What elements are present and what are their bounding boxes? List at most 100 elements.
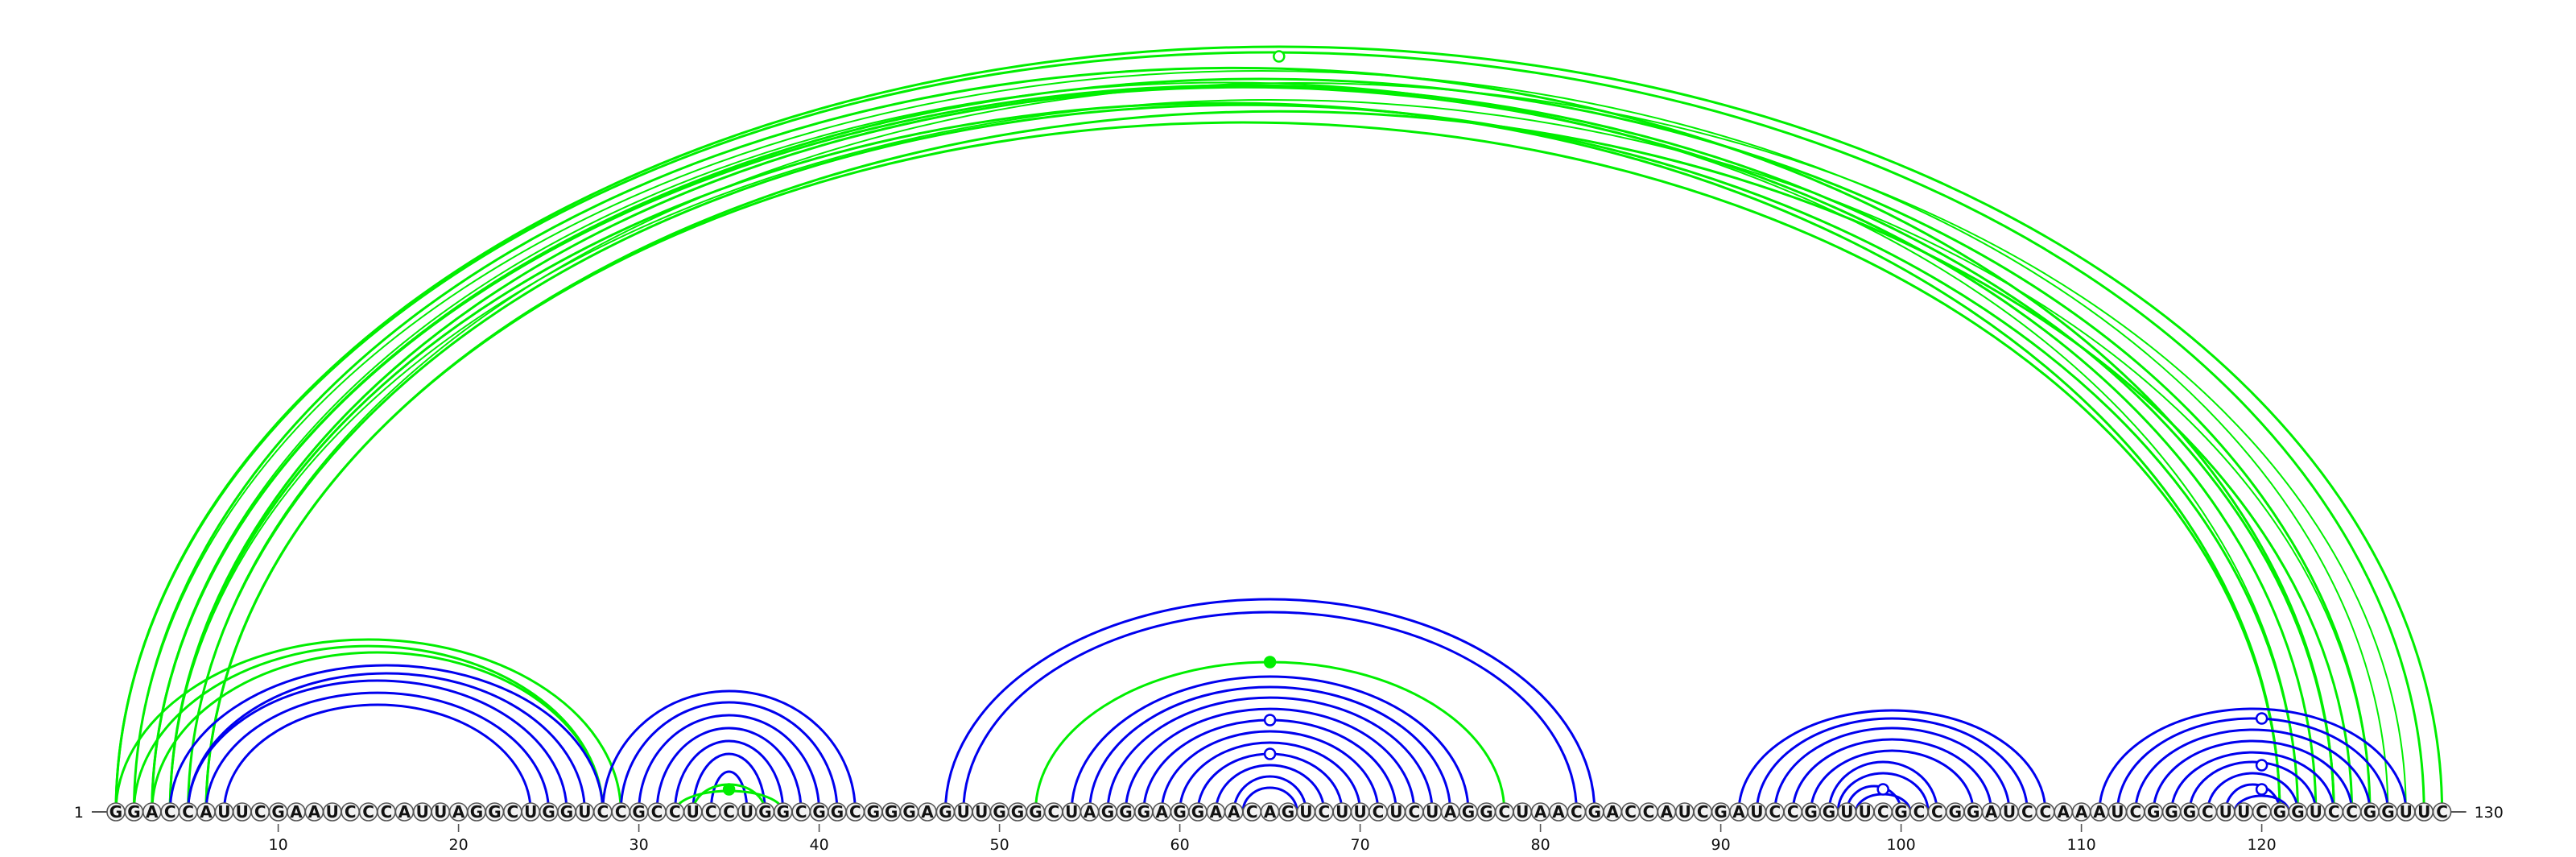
- nucleotide: G: [899, 802, 919, 822]
- nucleotide: C: [719, 802, 739, 822]
- nucleotide: C: [1405, 802, 1424, 822]
- nucleotide-letter: C: [2021, 802, 2033, 822]
- nucleotide-letter: C: [795, 802, 807, 822]
- nucleotide: U: [575, 802, 595, 822]
- nucleotide-letter: G: [1137, 802, 1150, 822]
- nucleotide-letter: G: [2381, 802, 2394, 822]
- nucleotide: G: [989, 802, 1009, 822]
- nucleotide-letter: C: [2346, 802, 2358, 822]
- hairpin-arc-blue: [1773, 727, 2011, 813]
- nucleotide-letter: C: [1787, 802, 1799, 822]
- start-position-label: 1: [74, 804, 84, 822]
- nucleotide-letter: G: [885, 802, 898, 822]
- helix-arc-blue: [187, 672, 586, 813]
- hairpin-arc-blue: [619, 701, 839, 813]
- local-arcs: [114, 598, 2408, 813]
- nucleotide: C: [1495, 802, 1514, 822]
- central-arc-blue: [1179, 741, 1362, 813]
- nucleotide: G: [2161, 802, 2182, 822]
- nucleotide: C: [2198, 802, 2218, 822]
- nucleotide: C: [845, 802, 865, 822]
- nucleotide-letter: G: [2165, 802, 2178, 822]
- hairpin-arc-blue: [1737, 709, 2047, 813]
- open-arc-marker: [2255, 712, 2268, 725]
- nucleotide: A: [2054, 802, 2073, 822]
- helix-arc-blue: [222, 703, 532, 813]
- nucleotide-letter: U: [2219, 802, 2232, 822]
- nucleotide: U: [1296, 802, 1316, 822]
- tick-label: 110: [2066, 836, 2095, 854]
- nucleotide-letter: C: [1373, 802, 1385, 822]
- nucleotide: A: [1729, 802, 1748, 822]
- nucleotide: G: [557, 802, 576, 822]
- nucleotide-letter: G: [271, 802, 284, 822]
- nucleotide-letter: C: [381, 802, 393, 822]
- nucleotide-letter: G: [2147, 802, 2160, 822]
- nucleotide: U: [2234, 802, 2253, 822]
- nucleotide-letter: C: [1498, 802, 1510, 822]
- nucleotide-letter: U: [578, 802, 591, 822]
- long-range-arc: [151, 77, 2372, 813]
- nucleotide-letter: C: [2039, 802, 2051, 822]
- nucleotide-letter: A: [1661, 802, 1674, 822]
- nucleotide-letter: C: [1877, 802, 1889, 822]
- hairpin-arc-blue: [1755, 717, 2029, 813]
- helix-arc-blue: [187, 679, 568, 813]
- nucleotide: A: [304, 802, 324, 822]
- nucleotide: G: [1188, 802, 1208, 822]
- nucleotide: A: [287, 802, 306, 822]
- nucleotide: U: [1513, 802, 1532, 822]
- tick-label: 80: [1531, 836, 1550, 854]
- nucleotide: G: [881, 802, 901, 822]
- long-range-arc: [187, 103, 2299, 813]
- tick-label: 20: [449, 836, 469, 854]
- nucleotide: A: [1224, 802, 1244, 822]
- nucleotide-letter: A: [200, 802, 213, 822]
- helix-arc-green: [151, 651, 605, 813]
- nucleotide-letter: C: [1769, 802, 1781, 822]
- nucleotide-letter: U: [1840, 802, 1853, 822]
- nucleotide-letter: U: [1859, 802, 1872, 822]
- filled-arc-marker: [1263, 656, 1277, 669]
- nucleotide-letter: G: [1714, 802, 1727, 822]
- nucleotide-letter: A: [1264, 802, 1277, 822]
- nucleotide-letter: U: [1065, 802, 1078, 822]
- long-range-arc: [133, 70, 2389, 813]
- central-arc-blue: [1160, 730, 1380, 813]
- nucleotide-letter: U: [524, 802, 537, 822]
- nucleotide-letter: C: [1643, 802, 1655, 822]
- nucleotide: A: [1530, 802, 1550, 822]
- hairpin-arc-blue: [2170, 751, 2335, 813]
- nucleotide-letter: G: [1282, 802, 1294, 822]
- nucleotide-letter: C: [723, 802, 735, 822]
- tick-label: 120: [2247, 836, 2276, 854]
- nucleotide: G: [2180, 802, 2199, 822]
- nucleotide-letter: A: [146, 802, 159, 822]
- nucleotide-letter: A: [290, 802, 303, 822]
- nucleotide: A: [1206, 802, 1226, 822]
- nucleotide: C: [1873, 802, 1893, 822]
- central-arc-blue: [1070, 675, 1470, 813]
- nucleotide-letter: A: [1155, 802, 1168, 822]
- nucleotide: U: [1062, 802, 1081, 822]
- nucleotide-letter: U: [416, 802, 429, 822]
- nucleotide: C: [2036, 802, 2055, 822]
- nucleotide-letter: G: [1191, 802, 1204, 822]
- nucleotide: G: [1026, 802, 1046, 822]
- central-arc-blue: [1106, 696, 1434, 813]
- long-range-arc: [168, 85, 2318, 813]
- nucleotide-letter: C: [2129, 802, 2141, 822]
- hairpin-arc-blue: [2224, 783, 2281, 813]
- nucleotide-letter: A: [398, 802, 411, 822]
- nucleotide-letter: A: [452, 802, 465, 822]
- nucleotide-letter: U: [957, 802, 970, 822]
- nucleotide: G: [1891, 802, 1911, 822]
- nucleotide: U: [2000, 802, 2019, 822]
- nucleotide: U: [954, 802, 973, 822]
- nucleotide-letter: G: [560, 802, 573, 822]
- nucleotide: C: [1620, 802, 1641, 822]
- central-arc-blue: [962, 611, 1578, 813]
- nucleotide-letter: C: [669, 802, 681, 822]
- nucleotide: U: [737, 802, 757, 822]
- nucleotide: C: [701, 802, 721, 822]
